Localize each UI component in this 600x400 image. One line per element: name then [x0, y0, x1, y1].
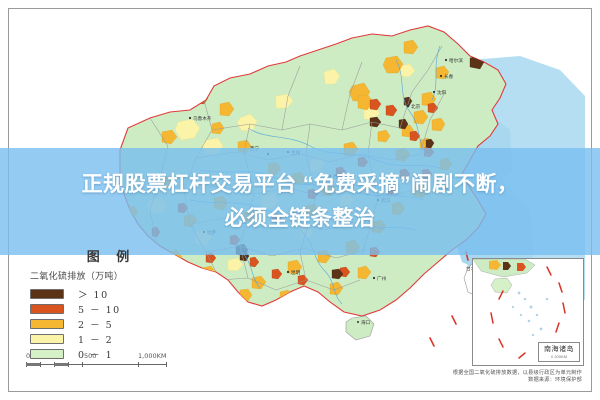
- city-marker-urumqi: 乌鲁木齐: [188, 115, 212, 122]
- legend-item: ＞ 10: [30, 287, 188, 301]
- legend-swatch-0to1: [30, 348, 64, 359]
- hainan-island: [345, 315, 375, 341]
- legend-swatch-5to10: [30, 303, 64, 314]
- city-marker-beijing: 北京: [406, 103, 421, 110]
- attribution-line-2: 数据来源：环境保护部: [528, 377, 582, 383]
- headline-line-2: 必须全链条整治: [224, 206, 376, 230]
- scalebar-tick: [68, 362, 69, 367]
- svg-text:哈尔滨: 哈尔滨: [449, 57, 463, 64]
- legend-swatch-2to5: [30, 318, 64, 329]
- inset-title: 南海诸岛: [544, 345, 574, 353]
- svg-text:长春: 长春: [444, 73, 454, 80]
- scalebar-label-start: 0: [26, 352, 31, 360]
- inset-patch-a: [489, 260, 501, 270]
- city-marker-shenyang: 沈阳: [432, 89, 447, 96]
- legend-unit-label: 二氧化硫排放（万吨）: [30, 272, 124, 282]
- legend-rows: ＞ 10 5 － 10 2 － 5 1 － 2 0 － 1: [30, 287, 188, 361]
- legend-label-gt10: ＞ 10: [78, 289, 109, 301]
- city-marker-guangzhou: 广州: [372, 275, 387, 282]
- svg-text:海口: 海口: [361, 319, 371, 326]
- city-marker-haikou: 海口: [357, 319, 371, 326]
- legend-title: 图 例: [86, 250, 136, 265]
- legend-label-0to1: 0 － 1: [78, 349, 114, 361]
- legend-swatch-gt10: [30, 288, 64, 299]
- legend-item: 0 － 1: [30, 347, 188, 361]
- city-marker-kunming: 昆明: [286, 270, 301, 276]
- scalebar-labels: 0 500 1,000KM: [26, 352, 171, 361]
- svg-text:乌鲁木齐: 乌鲁木齐: [193, 115, 212, 122]
- map-scalebar: 0 500 1,000KM: [26, 352, 171, 367]
- inset-scale: 0 200KM: [550, 354, 567, 359]
- inset-islands: [511, 291, 549, 337]
- headline-overlay-band: 正规股票杠杆交易平台 “免费采摘”闹剧不断， 必须全链条整治: [0, 148, 600, 255]
- scalebar-label-middle: 500: [84, 352, 97, 360]
- south-china-sea: [330, 290, 470, 368]
- map-attribution: 根据全国二氧化硫排放数据，以县级行政区为单元制作 数据来源：环境保护部: [453, 370, 582, 384]
- scalebar-tick: [40, 362, 41, 367]
- map-legend: 图 例 二氧化硫排放（万吨） ＞ 10 5 － 10 2 － 5 1 － 2 0…: [28, 246, 188, 362]
- city-marker-harbin: 哈尔滨: [444, 57, 463, 64]
- svg-text:北京: 北京: [411, 103, 421, 110]
- svg-text:沈阳: 沈阳: [437, 89, 447, 96]
- scalebar-tick: [138, 362, 139, 367]
- attribution-line-1: 根据全国二氧化硫排放数据，以县级行政区为单元制作: [452, 370, 582, 376]
- scalebar-track: [26, 362, 171, 367]
- legend-item: 1 － 2: [30, 332, 188, 346]
- scalebar-segment: [54, 363, 68, 366]
- scalebar-tick: [166, 362, 167, 367]
- inset-patch-b: [503, 262, 511, 270]
- scalebar-line: [26, 364, 166, 365]
- south-china-sea-inset: 南海诸岛 0 200KM: [472, 258, 584, 366]
- legend-label-1to2: 1 － 2: [78, 334, 114, 346]
- legend-label-2to5: 2 － 5: [78, 319, 114, 331]
- headline-line-1: 正规股票杠杆交易平台 “免费采摘”闹剧不断，: [81, 172, 519, 196]
- svg-text:台北: 台北: [466, 265, 476, 272]
- svg-text:昆明: 昆明: [291, 270, 301, 276]
- legend-label-5to10: 5 － 10: [78, 304, 121, 316]
- inset-patch-c: [517, 263, 526, 271]
- legend-item: 2 － 5: [30, 317, 188, 331]
- svg-text:广州: 广州: [377, 275, 387, 282]
- scalebar-tick: [82, 362, 83, 367]
- legend-swatch-1to2: [30, 333, 64, 344]
- scalebar-segment: [26, 363, 40, 366]
- inset-hainan: [490, 277, 513, 294]
- inset-title-box: 南海诸岛 0 200KM: [538, 342, 580, 362]
- city-marker-changchun: 长春: [439, 73, 454, 80]
- scalebar-label-end: 1,000KM: [138, 352, 167, 360]
- legend-item: 5 － 10: [30, 302, 188, 316]
